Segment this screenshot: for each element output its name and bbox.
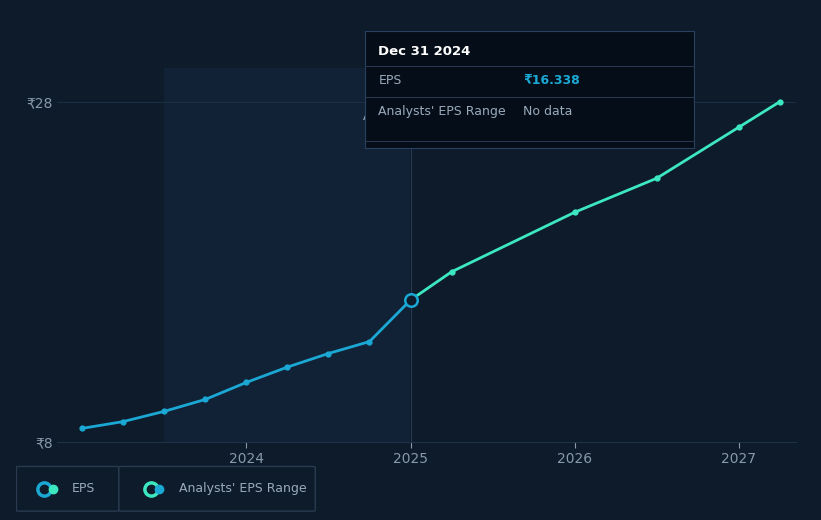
- Text: ₹16.338: ₹16.338: [523, 74, 580, 87]
- Text: No data: No data: [523, 105, 572, 118]
- Bar: [164, 68, 410, 442]
- Text: Dec 31 2024: Dec 31 2024: [378, 45, 471, 58]
- Text: EPS: EPS: [72, 483, 95, 495]
- Text: Analysts' EPS Range: Analysts' EPS Range: [179, 483, 306, 495]
- Text: Analysts' EPS Range: Analysts' EPS Range: [378, 105, 506, 118]
- Text: EPS: EPS: [378, 74, 401, 87]
- FancyBboxPatch shape: [119, 466, 315, 511]
- FancyBboxPatch shape: [16, 466, 119, 511]
- Text: Analysts Forecasts: Analysts Forecasts: [419, 110, 535, 123]
- Text: Actual: Actual: [363, 110, 402, 123]
